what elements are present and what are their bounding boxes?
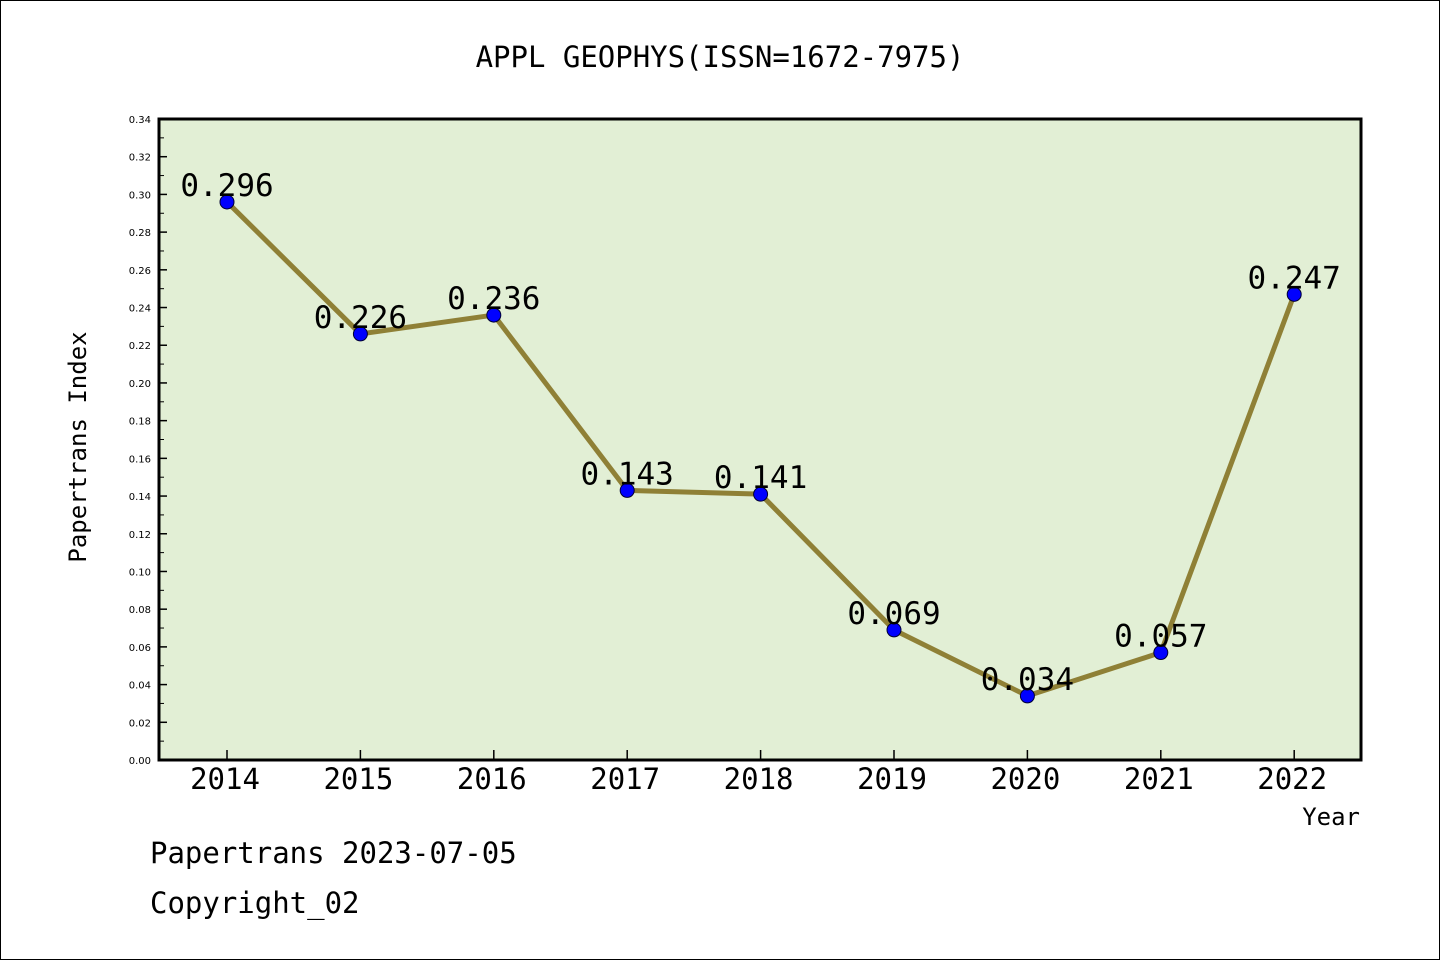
data-point: [1286, 286, 1302, 302]
data-point: [753, 486, 769, 502]
data-point: [352, 326, 368, 342]
y-tick-label: 0.34: [129, 115, 151, 126]
y-tick-label: 0.28: [129, 228, 151, 239]
y-axis: 0.00 0.02 0.04 0.06 0.08 0.10 0.12 0.14 0.16 0.18…: [129, 115, 167, 767]
data-point: [619, 482, 635, 498]
x-tick-label: 2014: [190, 762, 260, 796]
x-tick-label: 2019: [857, 762, 927, 796]
x-tick-label: 2022: [1257, 762, 1327, 796]
x-tick-label: 2021: [1124, 762, 1194, 796]
x-tick-label: 2017: [590, 762, 660, 796]
x-tick-label: 2018: [724, 762, 794, 796]
x-axis-title: Year: [1302, 803, 1360, 831]
data-points: [219, 194, 1302, 704]
chart-title: APPL GEOPHYS(ISSN=1672-7975): [476, 40, 965, 74]
x-tick-label: 2016: [457, 762, 527, 796]
footer-copyright: Copyright_02: [150, 886, 360, 920]
y-axis-title: Papertrans Index: [64, 331, 92, 562]
y-tick-label: 0.00: [129, 756, 151, 767]
y-tick-label: 0.22: [129, 341, 151, 352]
y-tick-label: 0.08: [129, 605, 151, 616]
y-tick-label: 0.04: [129, 681, 151, 692]
data-point: [486, 307, 502, 323]
y-tick-label: 0.26: [129, 266, 151, 277]
x-tick-label: 2020: [990, 762, 1060, 796]
y-tick-label: 0.30: [129, 190, 151, 201]
data-label: 0.247: [1248, 260, 1341, 296]
data-label: 0.069: [847, 596, 940, 632]
y-tick-label: 0.18: [129, 417, 151, 428]
data-labels: 0.296 0.226 0.236 0.143 0.141 0.069 0.034 0.057…: [180, 168, 1341, 698]
y-tick-label: 0.14: [129, 492, 151, 503]
y-tick-label: 0.16: [129, 454, 151, 465]
y-tick-label: 0.02: [129, 718, 151, 729]
y-tick-label: 0.32: [129, 153, 151, 164]
y-tick-label: 0.06: [129, 643, 151, 654]
data-label: 0.296: [180, 168, 273, 204]
data-point: [1019, 688, 1035, 704]
y-tick-label: 0.10: [129, 567, 151, 578]
x-axis: 2014 2015 2016 2017 2018 2019 2020 2021 2022: [190, 750, 1327, 796]
data-label: 0.141: [714, 460, 807, 496]
data-label: 0.226: [314, 300, 407, 336]
data-label: 0.143: [581, 456, 674, 492]
data-label: 0.057: [1114, 619, 1207, 655]
footer-source: Papertrans 2023-07-05: [150, 836, 517, 870]
plot-area: [157, 117, 1363, 762]
x-tick-label: 2015: [323, 762, 393, 796]
data-point: [1153, 645, 1169, 661]
y-tick-label: 0.12: [129, 530, 151, 541]
data-point: [886, 622, 902, 638]
data-point: [219, 194, 235, 210]
data-label: 0.236: [447, 281, 540, 317]
data-label: 0.034: [981, 662, 1074, 698]
y-tick-label: 0.24: [129, 304, 151, 315]
y-tick-label: 0.20: [129, 379, 151, 390]
